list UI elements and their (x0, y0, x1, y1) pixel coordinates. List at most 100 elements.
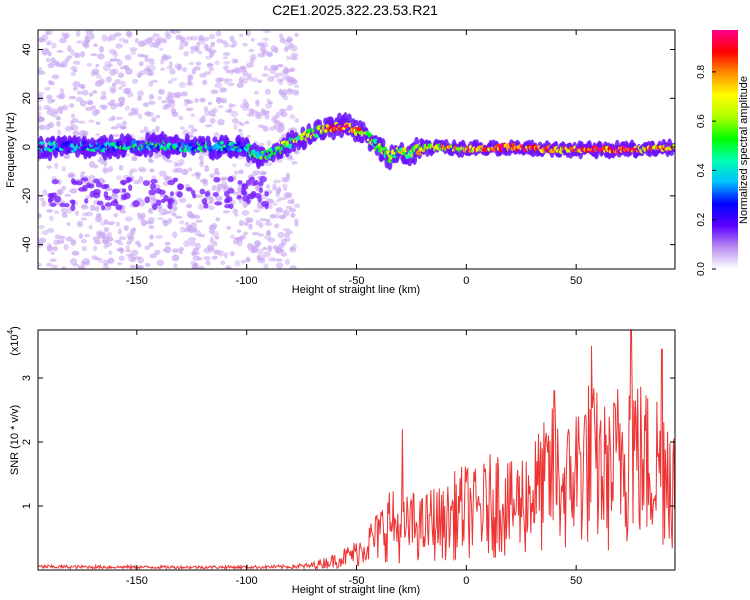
noise-cell (262, 246, 268, 251)
noise-cell (127, 235, 135, 242)
echo-cell (242, 190, 248, 196)
noise-cell (178, 82, 187, 89)
noise-cell (137, 243, 142, 248)
noise-cell (103, 226, 110, 232)
noise-cell (291, 161, 298, 165)
ridge-halo (380, 138, 386, 148)
noise-cell (60, 235, 66, 240)
noise-cell (294, 32, 299, 38)
noise-cell (101, 90, 107, 98)
noise-cell (89, 174, 96, 179)
noise-cell (115, 102, 120, 108)
snr-multiplier-exponent: 4 (6, 329, 15, 334)
spectrogram-y-tick-label: 0 (21, 144, 33, 150)
noise-cell (70, 113, 75, 119)
noise-cell (94, 205, 100, 212)
ridge-halo (353, 119, 359, 127)
noise-cell (203, 255, 211, 261)
noise-cell (247, 247, 255, 252)
noise-cell (147, 208, 153, 214)
noise-cell (274, 223, 280, 229)
echo-cell (258, 187, 263, 194)
noise-cell (138, 113, 143, 120)
noise-cell (50, 57, 57, 64)
noise-cell (208, 33, 216, 40)
echo-cell (121, 188, 127, 193)
noise-cell (290, 44, 298, 52)
noise-cell (263, 263, 269, 269)
noise-cell (120, 100, 125, 106)
noise-cell (46, 262, 53, 267)
noise-cell (184, 40, 189, 47)
noise-cell (160, 55, 169, 62)
noise-cell (167, 80, 173, 84)
noise-cell (219, 87, 227, 93)
noise-cell (64, 193, 72, 197)
snr-y-tick-label: 2 (21, 439, 33, 445)
noise-cell (274, 213, 280, 220)
snr-panel: -150 -100 -50 0 50 1 2 3 Height of straight li… (6, 326, 676, 596)
noise-cell (108, 250, 113, 256)
noise-cell (276, 64, 284, 68)
noise-cell (93, 43, 98, 48)
noise-cell (70, 71, 77, 76)
noise-cell (46, 165, 52, 169)
noise-cell (77, 120, 86, 124)
noise-cell (240, 103, 245, 109)
noise-cell (288, 78, 296, 83)
noise-cell (264, 222, 273, 226)
noise-cell (191, 250, 197, 257)
noise-cell (64, 32, 71, 39)
noise-cell (196, 41, 201, 48)
noise-cell (194, 46, 200, 52)
echo-cell (203, 203, 209, 209)
noise-cell (164, 30, 170, 38)
echo-cell (176, 191, 183, 198)
noise-cell (139, 129, 146, 134)
noise-cell (126, 240, 132, 245)
echo-cell (148, 189, 157, 196)
noise-cell (101, 34, 108, 42)
noise-cell (229, 251, 235, 257)
noise-cell (220, 260, 226, 266)
noise-cell (195, 173, 201, 180)
noise-cell (172, 110, 178, 117)
noise-cell (76, 40, 83, 44)
noise-cell (38, 118, 42, 123)
noise-cell (176, 63, 182, 70)
noise-cell (140, 219, 148, 227)
noise-cell (75, 30, 81, 38)
noise-cell (39, 197, 45, 201)
echo-cell (142, 180, 151, 186)
echo-cell (227, 176, 234, 183)
noise-cell (56, 239, 65, 245)
noise-cell (244, 216, 252, 223)
noise-cell (148, 81, 154, 87)
noise-cell (201, 115, 206, 119)
noise-cell (147, 156, 153, 163)
spectrogram-x-axis: -150 -100 -50 0 50 (126, 30, 582, 287)
noise-cell (170, 30, 179, 34)
noise-cell (104, 241, 113, 247)
noise-cell (143, 126, 148, 132)
noise-cell (265, 230, 272, 236)
noise-cell (72, 87, 78, 91)
noise-cell (191, 128, 198, 133)
noise-cell (51, 42, 57, 49)
noise-cell (60, 60, 68, 68)
noise-cell (280, 241, 287, 246)
noise-cell (257, 206, 265, 210)
noise-cell (136, 265, 144, 269)
noise-cell (173, 263, 178, 268)
echo-cell (264, 203, 269, 210)
noise-cell (88, 160, 96, 168)
noise-cell (244, 102, 250, 109)
noise-cell (238, 33, 243, 38)
noise-cell (122, 120, 127, 126)
echo-cell (151, 203, 158, 211)
chart-title: C2E1.2025.322.23.53.R21 (272, 2, 438, 18)
noise-cell (153, 44, 160, 49)
noise-cell (215, 195, 223, 201)
noise-cell (130, 249, 139, 257)
echo-cell (225, 196, 231, 204)
